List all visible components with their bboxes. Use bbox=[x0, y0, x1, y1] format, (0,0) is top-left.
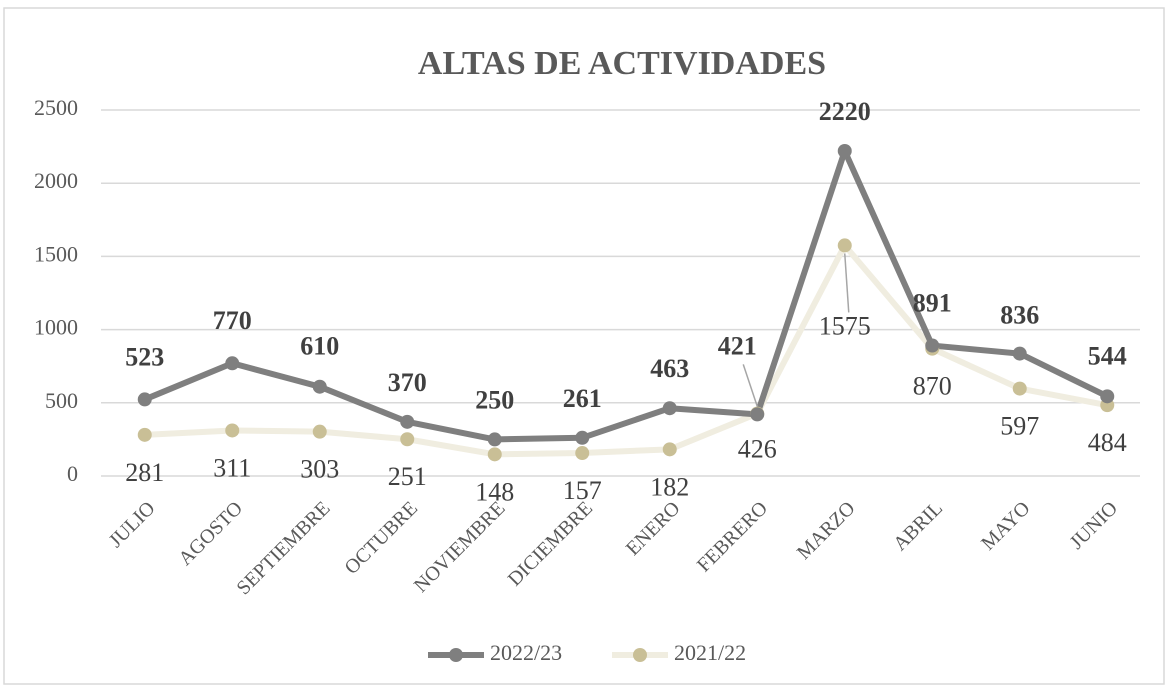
data-point bbox=[312, 379, 327, 394]
data-point bbox=[1012, 381, 1027, 396]
data-label: 281 bbox=[125, 458, 164, 487]
data-label: 182 bbox=[650, 472, 689, 501]
y-tick-label: 2500 bbox=[34, 95, 78, 120]
data-label: 770 bbox=[213, 306, 252, 335]
data-point bbox=[400, 414, 415, 429]
y-tick-label: 1500 bbox=[34, 241, 78, 266]
data-label: 370 bbox=[388, 368, 427, 397]
data-label: 891 bbox=[913, 289, 952, 318]
data-label: 463 bbox=[650, 354, 689, 383]
data-point bbox=[225, 356, 240, 371]
data-label: 484 bbox=[1088, 428, 1127, 457]
data-label: 1575 bbox=[819, 311, 871, 340]
data-point bbox=[837, 143, 852, 158]
data-point bbox=[925, 338, 940, 353]
legend-marker bbox=[633, 648, 647, 662]
data-point bbox=[1012, 346, 1027, 361]
chart-frame bbox=[3, 7, 1165, 685]
data-point bbox=[575, 446, 590, 461]
data-label: 2220 bbox=[819, 97, 871, 126]
data-point bbox=[837, 238, 852, 253]
data-point bbox=[400, 432, 415, 447]
data-label: 311 bbox=[213, 453, 251, 482]
series-line bbox=[143, 147, 1109, 443]
legend: 2022/23 2021/22 bbox=[428, 640, 746, 665]
data-point bbox=[662, 401, 677, 416]
data-label: 250 bbox=[475, 385, 514, 414]
data-point bbox=[575, 430, 590, 445]
y-tick-label: 0 bbox=[67, 461, 78, 486]
data-label: 421 bbox=[718, 331, 757, 360]
data-point bbox=[137, 392, 152, 407]
data-label: 610 bbox=[300, 332, 339, 361]
data-label: 523 bbox=[125, 342, 164, 371]
y-tick-label: 1000 bbox=[34, 315, 78, 340]
data-point bbox=[487, 432, 502, 447]
y-tick-label: 2000 bbox=[34, 168, 78, 193]
series-line bbox=[144, 242, 1108, 458]
data-point bbox=[750, 407, 765, 422]
legend-label: 2022/23 bbox=[490, 640, 562, 665]
leader-line bbox=[844, 253, 850, 313]
y-tick-label: 500 bbox=[45, 388, 78, 413]
data-point bbox=[1100, 389, 1115, 404]
data-point bbox=[487, 447, 502, 462]
data-label: 836 bbox=[1000, 301, 1039, 330]
data-label: 544 bbox=[1088, 341, 1127, 370]
data-point bbox=[225, 423, 240, 438]
leader-line bbox=[742, 364, 758, 407]
data-label: 303 bbox=[300, 455, 339, 484]
chart-title: ALTAS DE ACTIVIDADES bbox=[418, 45, 826, 82]
data-label: 597 bbox=[1000, 412, 1039, 441]
data-point bbox=[137, 427, 152, 442]
data-label: 261 bbox=[563, 384, 602, 413]
legend-marker bbox=[449, 648, 463, 662]
data-label: 426 bbox=[738, 435, 777, 464]
data-label: 148 bbox=[475, 477, 514, 506]
data-label: 870 bbox=[913, 372, 952, 401]
data-point bbox=[312, 424, 327, 439]
data-label: 157 bbox=[563, 476, 602, 505]
data-label: 251 bbox=[388, 462, 427, 491]
legend-label: 2021/22 bbox=[674, 640, 746, 665]
data-point bbox=[662, 442, 677, 457]
